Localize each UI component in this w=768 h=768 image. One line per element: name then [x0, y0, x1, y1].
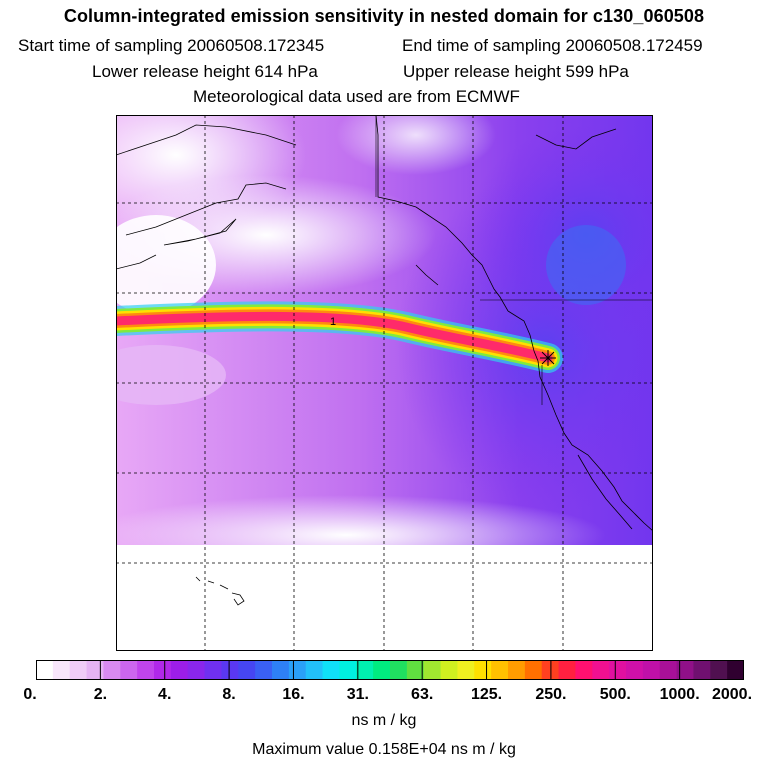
colorbar-cell [592, 660, 610, 680]
colorbar-tick-label: 0. [23, 686, 37, 703]
colorbar-cell [508, 660, 526, 680]
colorbar-cell [491, 660, 509, 680]
colorbar-cell [406, 660, 425, 680]
colorbar-cell [221, 660, 239, 680]
upper-release-label: Upper release height 599 hPa [403, 62, 629, 81]
colorbar-cell [558, 660, 577, 680]
colorbar-cell [170, 660, 189, 680]
colorbar-cell [373, 660, 391, 680]
maximum-value-label: Maximum value 0.158E+04 ns m / kg [252, 741, 516, 758]
colorbar-cell [659, 660, 678, 680]
colorbar-cell [710, 660, 728, 680]
colorbar-cell [36, 660, 54, 680]
colorbar-cell [255, 660, 273, 680]
colorbar-cell [423, 660, 442, 680]
release-site-marker [540, 350, 556, 366]
political-borders [375, 115, 653, 405]
colorbar-cell [305, 660, 324, 680]
colorbar-tick-label: 63. [411, 686, 434, 703]
coastline [116, 115, 653, 606]
chart-title: Column-integrated emission sensitivity i… [63, 6, 705, 26]
colorbar-cell [642, 660, 661, 680]
colorbar-cell [693, 660, 711, 680]
end-time-label: End time of sampling 20060508.172459 [402, 36, 703, 55]
met-data-label: Meteorological data used are from ECMWF [193, 87, 520, 106]
plume [116, 301, 563, 373]
colorbar-cell [154, 660, 172, 680]
colorbar-cell [474, 660, 492, 680]
colorbar-tick-label: 125. [470, 686, 503, 703]
colorbar-cell [204, 660, 223, 680]
colorbar-cell [524, 660, 543, 680]
colorbar-cell [322, 660, 341, 680]
colorbar-cell [288, 660, 307, 680]
colorbar-cell [52, 660, 71, 680]
colorbar-cell [187, 660, 206, 680]
colorbar-tick-label: 1000. [659, 686, 700, 703]
low-southern-band [116, 495, 606, 575]
colorbar-tick-label: 2000. [711, 686, 753, 703]
colorbar-cell [69, 660, 88, 680]
colorbar-cell [86, 660, 105, 680]
colorbar-tick-label: 2. [93, 686, 108, 703]
colorbar-cell [390, 660, 408, 680]
colorbar-tick-label: 500. [599, 686, 631, 703]
colorbar-tick-label: 16. [282, 686, 305, 703]
colorbar-cell [120, 660, 138, 680]
colorbar-cell [727, 660, 744, 680]
colorbar-tick-label: 31. [346, 686, 369, 703]
lower-release-label: Lower release height 614 hPa [92, 62, 318, 81]
colorbar-cell [339, 660, 357, 680]
colorbar-cell [609, 660, 627, 680]
colorbar-cell [575, 660, 593, 680]
start-time-label: Start time of sampling 20060508.172345 [18, 36, 325, 55]
colorbar-units: ns m / kg [351, 712, 417, 729]
graticule [116, 115, 653, 651]
colorbar-cell [272, 660, 290, 680]
colorbar-cell [440, 660, 459, 680]
blue-core-region [546, 225, 626, 305]
colorbar [36, 660, 744, 680]
colorbar-cell [103, 660, 121, 680]
colorbar-cell [676, 660, 695, 680]
colorbar-cell [238, 660, 256, 680]
colorbar-cell [626, 660, 644, 680]
colorbar-cell [457, 660, 475, 680]
colorbar-tick-label: 4. [158, 686, 172, 703]
sensitivity-map: 1 [116, 115, 653, 651]
colorbar-cell [137, 660, 155, 680]
colorbar-tick-label: 250. [535, 686, 567, 703]
colorbar-tick-label: 8. [222, 686, 236, 703]
mid-west-patch [116, 345, 226, 405]
colorbar-cell [356, 660, 374, 680]
plume-label: 1 [330, 316, 336, 328]
map-frame [116, 115, 653, 651]
